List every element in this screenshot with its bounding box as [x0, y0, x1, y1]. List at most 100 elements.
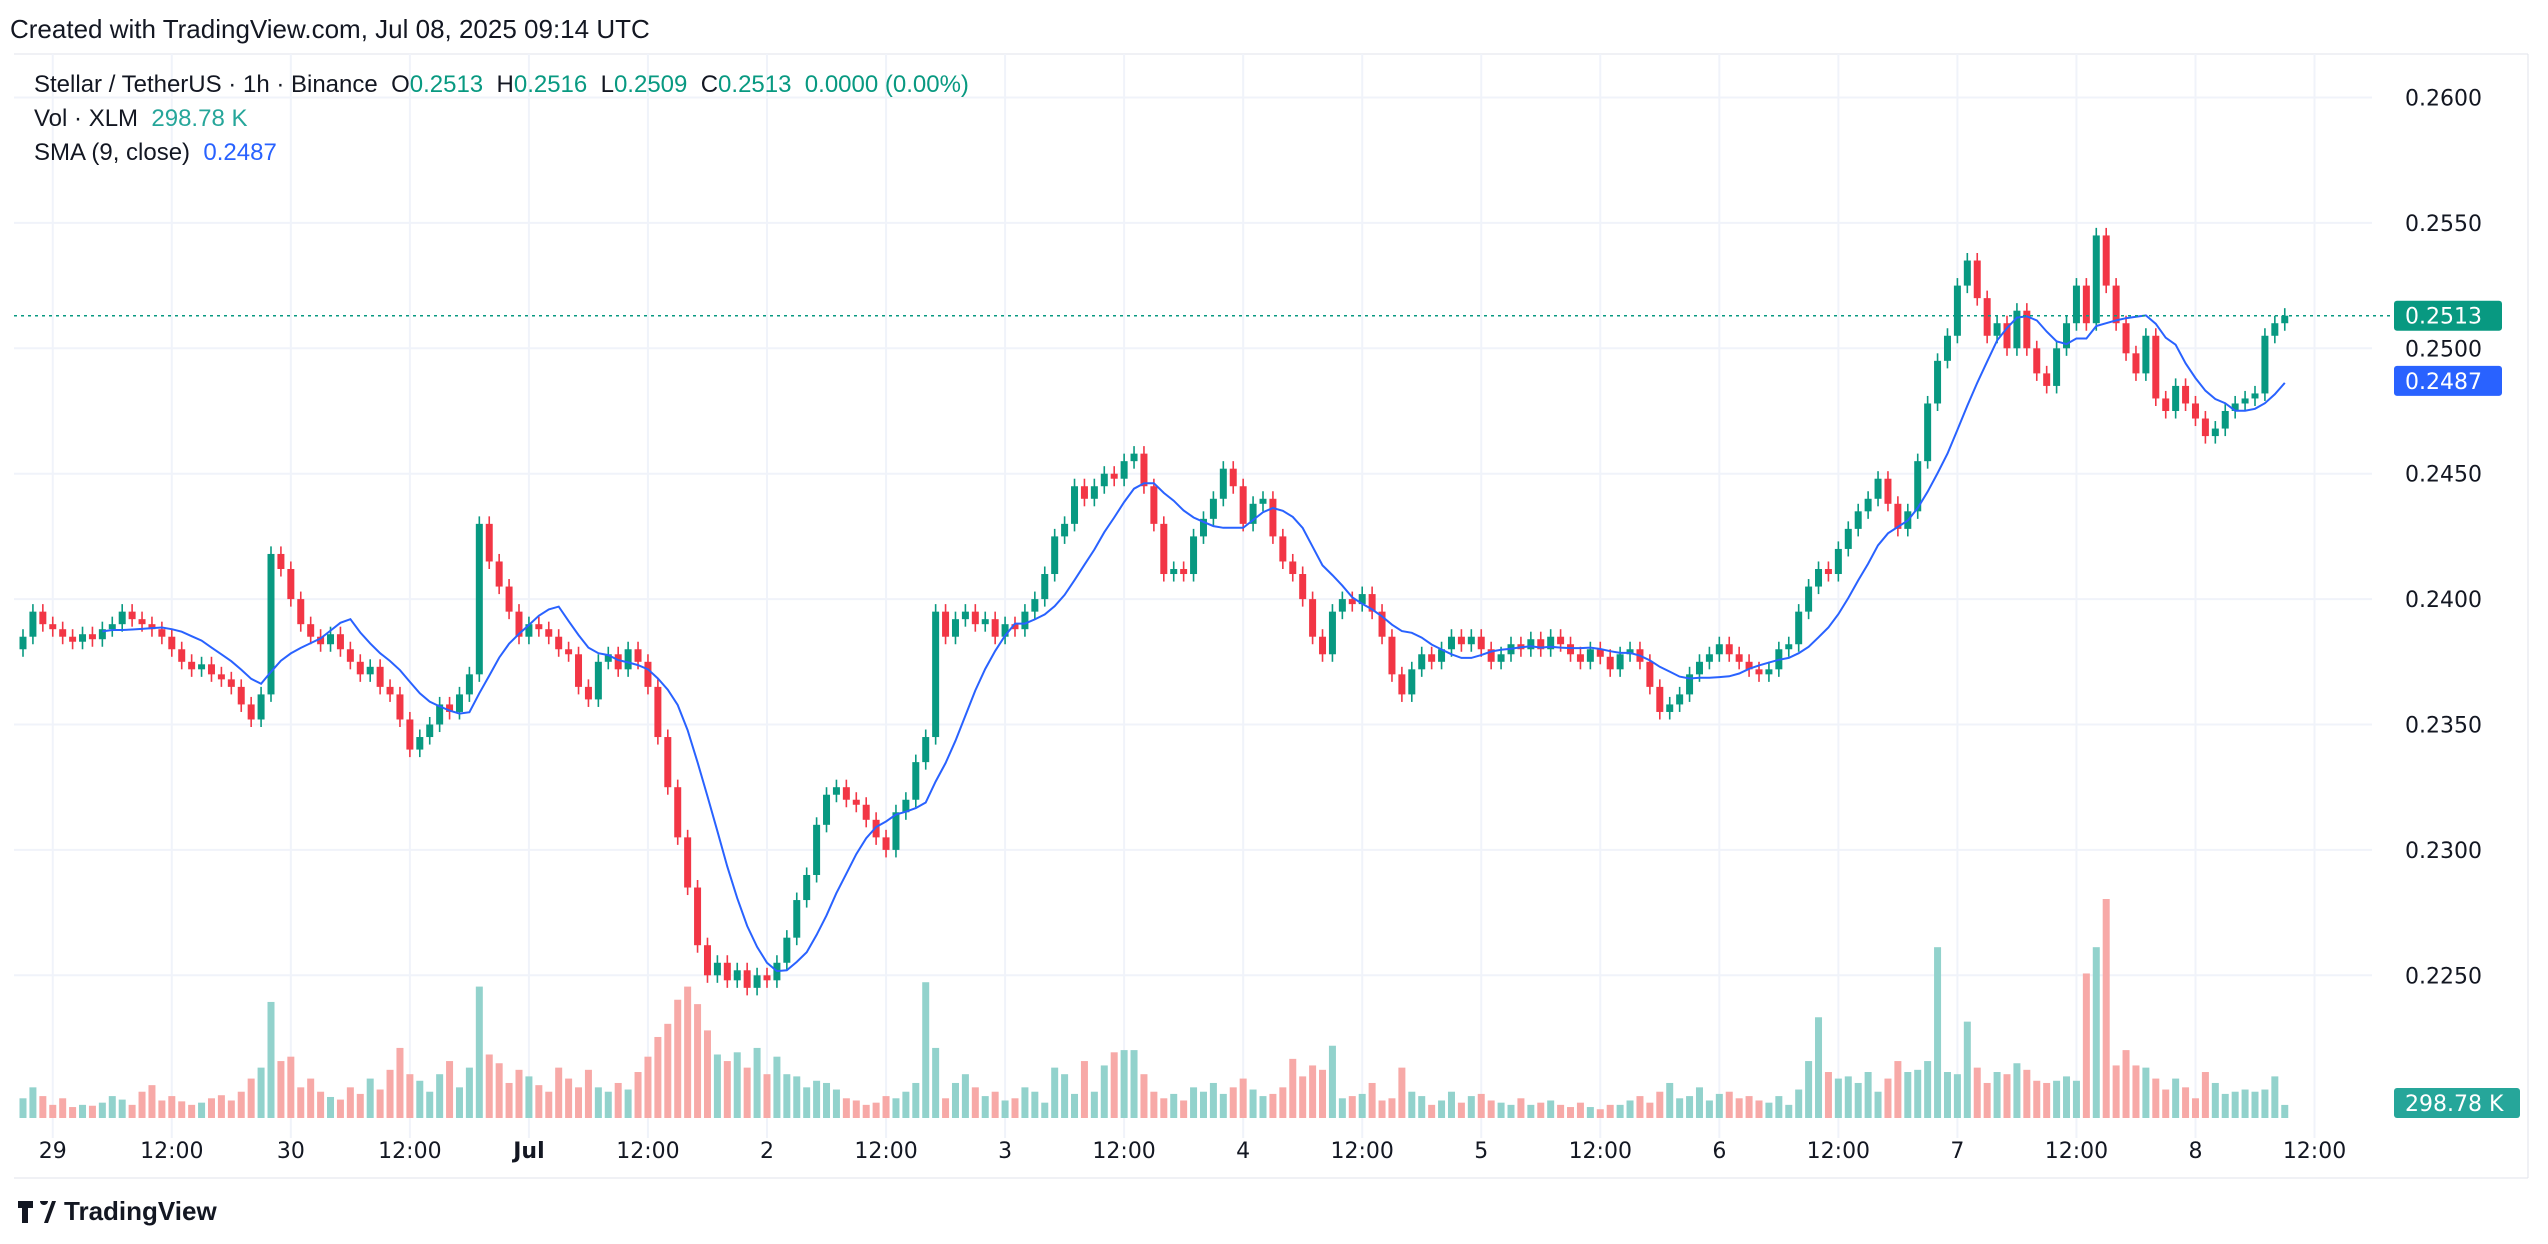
candle-body — [882, 837, 890, 850]
candle-body — [713, 962, 721, 976]
volume-bar — [1745, 1096, 1753, 1118]
candle — [1983, 290, 1991, 344]
candle — [297, 591, 305, 632]
candle — [2003, 315, 2011, 356]
candle-body — [932, 611, 940, 738]
volume-bar — [1557, 1104, 1565, 1118]
volume-bar — [1100, 1065, 1108, 1118]
candle-body — [247, 704, 255, 720]
volume-bar — [1666, 1082, 1674, 1118]
volume-bar — [1031, 1091, 1039, 1118]
candle — [1199, 511, 1207, 544]
volume-bar — [1576, 1102, 1584, 1118]
candle — [168, 629, 176, 657]
candle-body — [1924, 403, 1932, 462]
volume-bar — [1695, 1087, 1703, 1118]
candle-body — [1914, 461, 1922, 512]
volume-bar — [1983, 1082, 1991, 1118]
candle — [366, 659, 374, 682]
candle — [1467, 629, 1475, 652]
candle-body — [69, 636, 77, 642]
candle-body — [1487, 649, 1495, 662]
volume-bar — [1368, 1082, 1376, 1118]
candle-body — [1071, 486, 1079, 524]
candle — [2092, 227, 2100, 331]
volume-bar — [2102, 899, 2110, 1118]
candle-body — [1537, 639, 1545, 650]
volume-bar — [951, 1082, 959, 1118]
candle — [2023, 303, 2031, 356]
candle — [1795, 604, 1803, 652]
volume-bar — [525, 1076, 533, 1118]
candle — [1180, 561, 1188, 582]
volume-bar — [327, 1096, 335, 1118]
volume-bar — [1457, 1102, 1465, 1118]
candle — [406, 711, 414, 758]
candle-body — [2241, 398, 2249, 404]
candle-body — [674, 787, 682, 838]
volume-bar — [654, 1036, 662, 1118]
candle-body — [2112, 285, 2120, 324]
tradingview-logo[interactable]: TradingView — [18, 1196, 217, 1227]
candle-body — [1388, 636, 1396, 675]
sma-legend-row[interactable]: SMA (9, close) 0.2487 — [34, 136, 969, 170]
candle — [247, 696, 255, 728]
candle-body — [1209, 498, 1217, 519]
candle — [763, 967, 771, 988]
volume-bar — [545, 1091, 553, 1118]
candle — [446, 696, 454, 720]
candle — [2142, 328, 2150, 381]
candle-body — [1656, 686, 1664, 712]
volume-bar — [1567, 1107, 1575, 1118]
candle-body — [1695, 661, 1703, 675]
candle-body — [1467, 636, 1475, 645]
volume-bar — [1586, 1107, 1594, 1118]
volume-bar — [674, 999, 682, 1118]
candle-body — [1705, 654, 1713, 662]
volume-bar — [604, 1091, 612, 1118]
volume-bar — [168, 1096, 176, 1118]
volume-bar — [2211, 1082, 2219, 1118]
volume-bar — [2142, 1067, 2150, 1118]
volume-bar — [783, 1074, 791, 1118]
candle-body — [1547, 636, 1555, 650]
candle-body — [991, 619, 999, 637]
candle — [1477, 629, 1485, 657]
candle-body — [1785, 644, 1793, 650]
candle-body — [1438, 649, 1446, 662]
candle-body — [2063, 323, 2071, 349]
volume-bar — [1805, 1061, 1813, 1118]
candle — [356, 654, 364, 682]
volume-bar — [1725, 1091, 1733, 1118]
candle-body — [1864, 498, 1872, 512]
candle-body — [128, 611, 136, 620]
price-tick-label: 0.2600 — [2405, 87, 2482, 112]
candle — [902, 792, 910, 820]
volume-bar — [763, 1074, 771, 1118]
candle-body — [1854, 511, 1862, 529]
volume-bar — [346, 1087, 354, 1118]
candle — [158, 621, 166, 645]
volume-bar — [1259, 1096, 1267, 1118]
symbol-legend-row[interactable]: Stellar / TetherUS · 1h · Binance O0.251… — [34, 68, 969, 102]
volume-bar — [2043, 1082, 2051, 1118]
volume-bar — [1616, 1104, 1624, 1118]
candle — [505, 579, 513, 620]
volume-bar — [1914, 1069, 1922, 1118]
candle — [108, 616, 116, 637]
volume-legend-row[interactable]: Vol · XLM 298.78 K — [34, 102, 969, 136]
candle — [237, 679, 245, 712]
volume-bar — [1051, 1067, 1059, 1118]
time-tick-label: 12:00 — [378, 1139, 441, 1164]
candle — [1805, 579, 1813, 620]
volume-bar — [1874, 1091, 1882, 1118]
volume-bar — [773, 1056, 781, 1118]
candle-body — [1527, 639, 1535, 650]
candle — [267, 546, 275, 702]
volume-bar — [39, 1096, 47, 1118]
time-tick-label: 12:00 — [854, 1139, 917, 1164]
volume-bar — [1467, 1096, 1475, 1118]
volume-bar — [257, 1067, 265, 1118]
candle-body — [257, 694, 265, 720]
